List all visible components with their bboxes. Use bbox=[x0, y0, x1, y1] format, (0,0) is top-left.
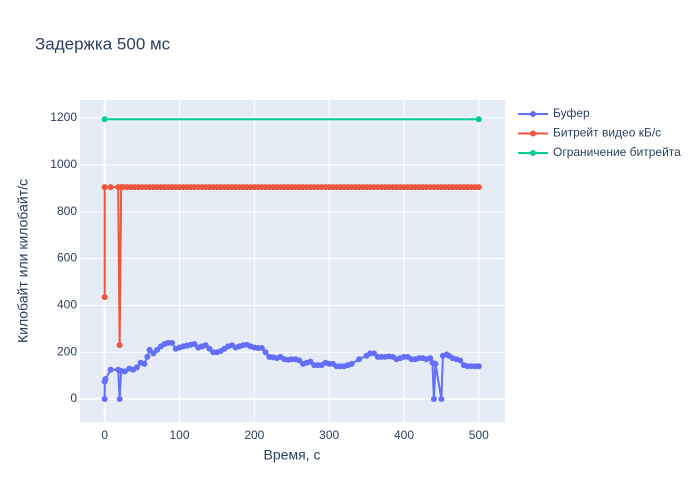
legend-marker bbox=[530, 150, 536, 156]
data-point bbox=[258, 344, 265, 351]
data-point bbox=[427, 355, 434, 362]
y-tick-label: 1200 bbox=[50, 110, 77, 124]
y-tick-label: 0 bbox=[70, 391, 77, 405]
data-point bbox=[356, 356, 363, 363]
data-point bbox=[430, 396, 437, 403]
x-tick-label: 0 bbox=[101, 428, 108, 442]
y-tick-label: 400 bbox=[57, 298, 77, 312]
y-tick-label: 600 bbox=[57, 251, 77, 265]
data-point bbox=[296, 357, 303, 364]
plot bbox=[101, 116, 482, 403]
data-point bbox=[150, 350, 157, 357]
x-tick-label: 300 bbox=[319, 428, 339, 442]
legend-label: Буфер bbox=[553, 106, 590, 120]
y-tick-label: 800 bbox=[57, 204, 77, 218]
data-point bbox=[475, 116, 482, 123]
data-point bbox=[102, 376, 109, 383]
data-point bbox=[101, 184, 108, 191]
data-point bbox=[202, 342, 209, 349]
data-point bbox=[307, 358, 314, 365]
legend-marker bbox=[530, 111, 536, 117]
data-point bbox=[169, 339, 176, 346]
x-tick-label: 500 bbox=[469, 428, 489, 442]
data-point bbox=[101, 116, 108, 123]
data-point bbox=[116, 342, 123, 349]
chart-title: Задержка 500 мс bbox=[35, 34, 171, 53]
x-axis-title: Время, с bbox=[264, 447, 321, 463]
grid bbox=[80, 100, 505, 422]
data-point bbox=[438, 396, 445, 403]
x-tick-label: 200 bbox=[244, 428, 264, 442]
data-point bbox=[121, 368, 128, 375]
data-point bbox=[371, 350, 378, 357]
data-point bbox=[457, 357, 464, 364]
data-point bbox=[262, 349, 269, 356]
data-point bbox=[475, 184, 482, 191]
data-point bbox=[475, 363, 482, 370]
legend-label: Ограничение битрейта bbox=[553, 145, 681, 159]
data-point bbox=[107, 184, 114, 191]
data-point bbox=[116, 396, 123, 403]
data-point bbox=[101, 294, 108, 301]
data-point bbox=[144, 353, 151, 360]
data-point bbox=[141, 360, 148, 367]
legend: Буфер Битрейт видео кБ/с Ограничение битре… bbox=[518, 106, 681, 159]
data-point bbox=[101, 396, 108, 403]
data-point bbox=[348, 360, 355, 367]
data-point bbox=[107, 366, 114, 373]
data-point bbox=[191, 341, 198, 348]
data-point bbox=[206, 345, 213, 352]
legend-marker bbox=[530, 130, 536, 137]
data-point bbox=[154, 346, 161, 353]
data-point bbox=[146, 346, 153, 353]
plot-area bbox=[80, 100, 505, 422]
data-point bbox=[432, 360, 439, 367]
y-axis-title: Килобайт или килобайт/с bbox=[15, 179, 31, 343]
data-point bbox=[133, 364, 140, 371]
y-tick-label: 1000 bbox=[50, 157, 77, 171]
y-tick-label: 200 bbox=[57, 344, 77, 358]
x-tick-label: 400 bbox=[394, 428, 414, 442]
legend-label: Битрейт видео кБ/с bbox=[553, 126, 661, 140]
x-tick-label: 100 bbox=[170, 428, 190, 442]
